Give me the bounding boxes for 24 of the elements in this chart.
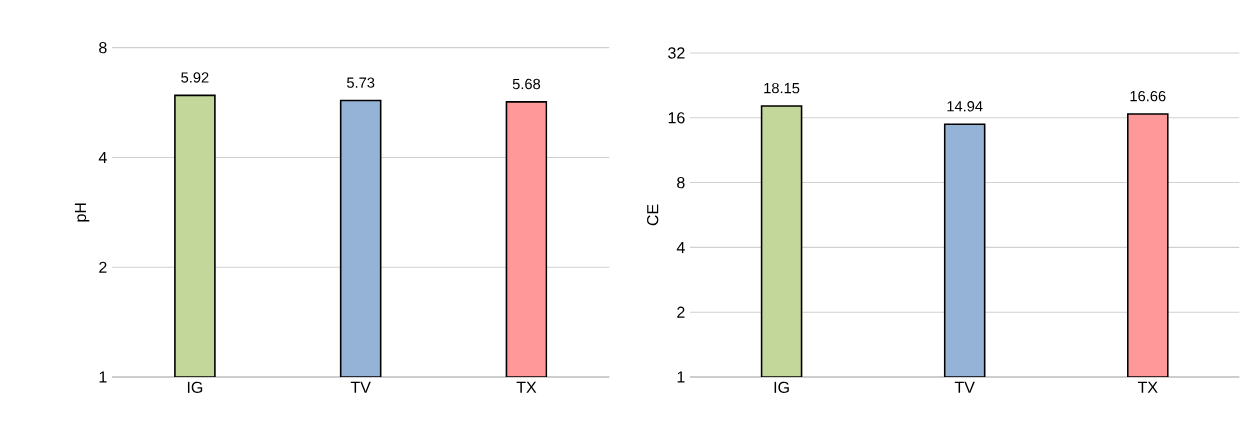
x-tick-label: TV bbox=[350, 381, 371, 393]
y-tick-label: 1 bbox=[99, 371, 107, 383]
data-label: 5.73 bbox=[346, 77, 375, 88]
x-tick-label: IG bbox=[187, 381, 203, 394]
x-tick-label: TV bbox=[954, 381, 975, 393]
y-axis-title: CE bbox=[647, 204, 659, 226]
y-axis-title: pH bbox=[74, 203, 90, 222]
data-label: 16.66 bbox=[1130, 90, 1166, 102]
data-label: 18.15 bbox=[764, 82, 800, 94]
y-tick-label: 2 bbox=[99, 261, 107, 273]
y-tick-label: 16 bbox=[668, 112, 685, 124]
y-tick-label: 4 bbox=[676, 241, 685, 253]
data-label: 5.92 bbox=[181, 72, 209, 83]
y-tick-label: 4 bbox=[98, 151, 107, 163]
y-tick-label: 2 bbox=[677, 306, 685, 318]
data-label: 5.68 bbox=[512, 78, 541, 90]
y-tick-label: 8 bbox=[677, 176, 685, 189]
x-tick-label: TX bbox=[516, 381, 537, 393]
x-tick-label: IG bbox=[774, 381, 789, 394]
x-tick-label: TX bbox=[1137, 381, 1158, 393]
y-tick-label: 32 bbox=[668, 47, 685, 59]
y-tick-label: 8 bbox=[99, 42, 107, 54]
y-tick-label: 1 bbox=[677, 371, 685, 383]
data-label: 14.94 bbox=[947, 101, 983, 112]
